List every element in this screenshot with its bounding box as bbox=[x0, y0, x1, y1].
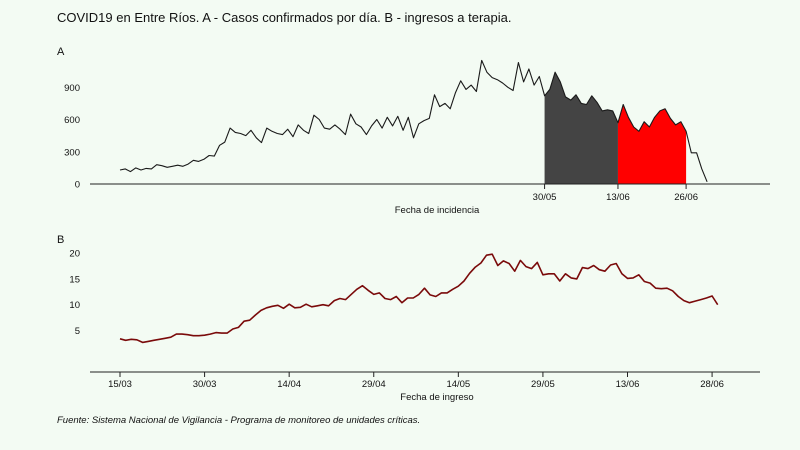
highlight-area-gray bbox=[544, 72, 618, 184]
y-tick-label-b: 15 bbox=[69, 274, 80, 285]
source-caption: Fuente: Sistema Nacional de Vigilancia -… bbox=[57, 415, 421, 426]
x-tick-label-a: 13/06 bbox=[606, 192, 630, 203]
x-tick-label-b: 14/04 bbox=[277, 379, 301, 390]
y-tick-label-a: 900 bbox=[64, 83, 80, 94]
y-tick-label-b: 5 bbox=[75, 326, 80, 337]
y-tick-label-b: 10 bbox=[69, 300, 80, 311]
panel-a-label: A bbox=[57, 46, 65, 58]
x-tick-label-a: 26/06 bbox=[674, 192, 698, 203]
y-tick-label-b: 20 bbox=[69, 249, 80, 260]
y-tick-label-a: 300 bbox=[64, 147, 80, 158]
series-line-b bbox=[119, 253, 719, 344]
chart-title: COVID19 en Entre Ríos. A - Casos confirm… bbox=[57, 10, 512, 25]
highlight-area-red bbox=[617, 104, 687, 184]
x-tick-label-b: 28/06 bbox=[700, 379, 724, 390]
series-line-a bbox=[119, 59, 708, 183]
x-tick-label-b: 29/04 bbox=[362, 379, 386, 390]
y-tick-label-a: 600 bbox=[64, 115, 80, 126]
x-tick-label-b: 14/05 bbox=[446, 379, 470, 390]
x-tick-label-b: 29/05 bbox=[531, 379, 555, 390]
x-tick-label-b: 30/03 bbox=[193, 379, 217, 390]
x-axis-title-b: Fecha de ingreso bbox=[400, 392, 473, 403]
panel-b-label: B bbox=[57, 234, 64, 246]
x-tick-label-a: 30/05 bbox=[533, 192, 557, 203]
x-tick-label-b: 15/03 bbox=[108, 379, 132, 390]
x-tick-label-b: 13/06 bbox=[616, 379, 640, 390]
x-axis-title-a: Fecha de incidencia bbox=[395, 205, 480, 216]
y-tick-label-a: 0 bbox=[75, 180, 80, 191]
